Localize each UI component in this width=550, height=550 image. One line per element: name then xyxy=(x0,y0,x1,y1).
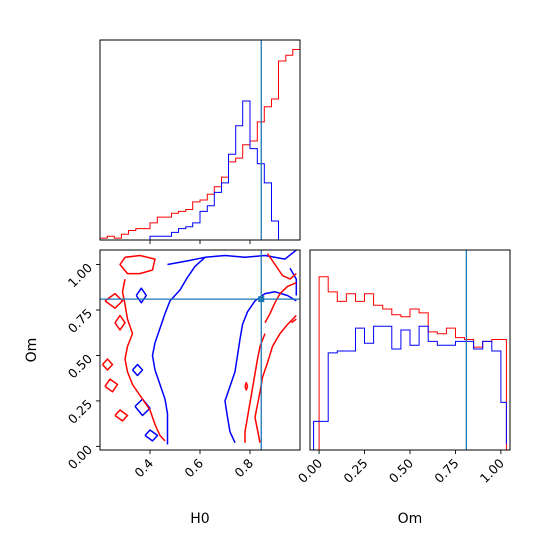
contour-red xyxy=(244,333,266,443)
contour-red xyxy=(114,314,126,331)
contour-frame xyxy=(99,249,301,451)
om-hist-series-blue xyxy=(313,325,507,450)
contour-blue xyxy=(144,429,159,442)
contour-red xyxy=(244,381,249,391)
om-hist-xtick-label: 0.50 xyxy=(386,455,416,485)
contour-xtick-label: 0.6 xyxy=(181,455,206,480)
om-hist-xtick-label: 0.00 xyxy=(295,455,325,485)
h0-om-contour-panel: 0.4 0.6 0.8 0.00 0.25 0.50 0.75 1.00 H0 Om xyxy=(24,249,301,527)
contour-ytick-label: 0.75 xyxy=(65,306,95,336)
contour-red xyxy=(266,253,297,280)
contour-red xyxy=(101,358,114,371)
om-hist-series-red xyxy=(313,276,507,451)
contour-red xyxy=(121,278,166,442)
contour-ytick-label: 0.00 xyxy=(65,442,95,472)
om-hist-xtick-label: 0.75 xyxy=(431,456,461,486)
h0-hist-series-blue xyxy=(100,100,300,241)
contour-blue xyxy=(289,267,298,296)
contour-blue xyxy=(131,363,144,377)
om-axis-label-2d: Om xyxy=(24,338,40,363)
h0-hist-frame xyxy=(99,39,301,241)
contour-blue xyxy=(224,291,297,444)
contour-xtick-label: 0.4 xyxy=(131,455,156,480)
contour-ytick-label: 0.25 xyxy=(65,396,95,426)
om-hist-xtick-label: 1.00 xyxy=(477,455,507,485)
contour-blue xyxy=(134,398,151,417)
om-histogram-panel: 0.00 0.25 0.50 0.75 1.00 Om xyxy=(295,249,511,527)
contour-blue xyxy=(167,250,297,266)
contour-red xyxy=(114,409,129,422)
contour-red xyxy=(104,292,124,309)
contour-red xyxy=(119,254,156,275)
contour-ytick-label: 1.00 xyxy=(65,260,95,290)
contour-red xyxy=(264,282,297,324)
contour-group xyxy=(101,250,298,445)
om-axis-label: Om xyxy=(398,511,423,527)
contour-red xyxy=(290,318,297,324)
contour-ytick-label: 0.50 xyxy=(65,351,95,381)
contour-red xyxy=(104,378,119,393)
truth-marker xyxy=(258,296,265,303)
contour-xtick-label: 0.8 xyxy=(231,455,256,480)
om-hist-frame xyxy=(309,249,511,451)
h0-axis-label: H0 xyxy=(190,511,209,527)
contour-red xyxy=(254,314,297,443)
contour-blue xyxy=(151,256,206,445)
h0-histogram-panel xyxy=(99,39,301,244)
contour-blue xyxy=(135,287,148,304)
h0-hist-series-red xyxy=(99,49,301,240)
om-hist-xtick-label: 0.25 xyxy=(340,456,370,486)
